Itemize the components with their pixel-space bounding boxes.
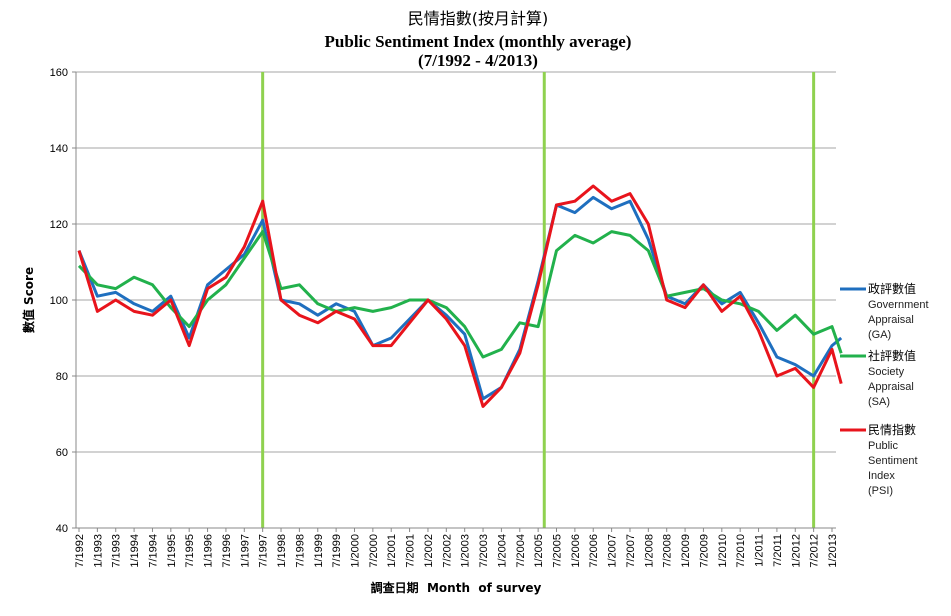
x-tick-label: 7/2005 — [552, 534, 564, 568]
x-tick-label: 1/2000 — [349, 534, 361, 568]
x-axis-label: 調查日期 Month of survey — [371, 580, 542, 595]
y-tick-label: 60 — [56, 447, 68, 459]
x-tick-label: 7/2003 — [478, 534, 490, 568]
x-tick-label: 1/2013 — [827, 534, 839, 568]
legend-label: 社評數值 — [868, 348, 916, 363]
y-tick-label: 120 — [50, 219, 68, 231]
x-tick-label: 1/1994 — [129, 534, 141, 568]
legend-label-en: Sentiment — [868, 455, 918, 467]
x-tick-label: 7/1995 — [184, 534, 196, 568]
x-tick-label: 7/2004 — [515, 534, 527, 568]
x-tick-label: 1/1996 — [203, 534, 215, 568]
x-tick-label: 1/1999 — [313, 534, 325, 568]
x-tick-label: 1/2001 — [386, 534, 398, 568]
x-tick-label: 1/2011 — [754, 534, 766, 567]
x-tick-label: 1/2009 — [680, 534, 692, 568]
x-tick-label: 1/2005 — [533, 534, 545, 568]
y-tick-labels: 40 60 80 100 120 140 160 — [50, 67, 76, 535]
x-tick-label: 1/2003 — [460, 534, 472, 568]
series-line-2 — [77, 230, 843, 359]
y-tick-label: 40 — [56, 523, 68, 535]
x-tick-label: 7/2012 — [809, 534, 821, 568]
x-tick-label: 7/1993 — [111, 534, 123, 568]
x-tick-label: 7/2009 — [698, 534, 710, 568]
x-tick-label: 7/2000 — [368, 534, 380, 568]
chart-subtitle: Public Sentiment Index (monthly average) — [325, 32, 632, 51]
x-tick-label: 1/2004 — [496, 534, 508, 568]
legend-label-en: Society — [868, 366, 905, 378]
x-tick-label: 7/1994 — [147, 534, 159, 568]
x-tick-label: 7/1999 — [331, 534, 343, 568]
legend-label-en: (SA) — [868, 396, 890, 408]
x-tick-label: 1/1993 — [92, 534, 104, 568]
legend-label-en: Index — [868, 470, 895, 482]
chart-title-cn: 民情指數(按月計算) — [408, 9, 549, 28]
legend-label: 政評數值 — [868, 281, 916, 296]
y-tick-label: 100 — [50, 295, 68, 307]
x-tick-label: 1/1997 — [239, 534, 251, 568]
legend-label-en: Appraisal — [868, 314, 914, 326]
series-line-3 — [77, 184, 843, 408]
x-tick-label: 7/1996 — [221, 534, 233, 568]
chart-period: (7/1992 - 4/2013) — [418, 51, 538, 70]
legend: 政評數值 Government Appraisal (GA) 社評數值 Society Ap… — [840, 281, 929, 497]
x-tick-label: 7/2006 — [588, 534, 600, 568]
gridlines — [76, 71, 836, 453]
x-tick-label: 7/1992 — [74, 534, 86, 568]
y-tick-label: 140 — [50, 143, 68, 155]
legend-label-en: (GA) — [868, 329, 891, 341]
x-tick-label: 7/1997 — [258, 534, 270, 568]
x-tick-label: 7/2010 — [735, 534, 747, 568]
x-tick-label: 1/2002 — [423, 534, 435, 568]
series-lines — [77, 184, 843, 408]
x-tick-label: 7/2007 — [625, 534, 637, 568]
x-tick-label: 1/2006 — [570, 534, 582, 568]
x-tick-label: 1/2007 — [607, 534, 619, 568]
y-tick-label: 80 — [56, 371, 68, 383]
legend-label-en: (PSI) — [868, 485, 893, 497]
y-axis-label: 數值 Score — [21, 267, 36, 333]
legend-label-en: Government — [868, 299, 929, 311]
x-tick-labels: 7/1992 1/1993 7/1993 1/1994 7/1994 1/1995 7/19… — [74, 528, 839, 568]
legend-label-en: Public — [868, 440, 898, 452]
legend-label: 民情指數 — [868, 422, 916, 437]
y-tick-label: 160 — [50, 67, 68, 79]
x-tick-label: 7/2001 — [405, 534, 417, 568]
x-tick-label: 1/2010 — [717, 534, 729, 568]
x-tick-label: 7/1998 — [294, 534, 306, 568]
x-tick-label: 1/1998 — [276, 534, 288, 568]
x-tick-label: 7/2008 — [662, 534, 674, 568]
x-tick-label: 1/2008 — [643, 534, 655, 568]
legend-label-en: Appraisal — [868, 381, 914, 393]
x-tick-label: 1/2012 — [790, 534, 802, 568]
x-tick-label: 7/2002 — [441, 534, 453, 568]
x-tick-label: 1/1995 — [166, 534, 178, 568]
x-tick-label: 7/2011 — [772, 534, 784, 567]
series-line-1 — [77, 195, 843, 401]
